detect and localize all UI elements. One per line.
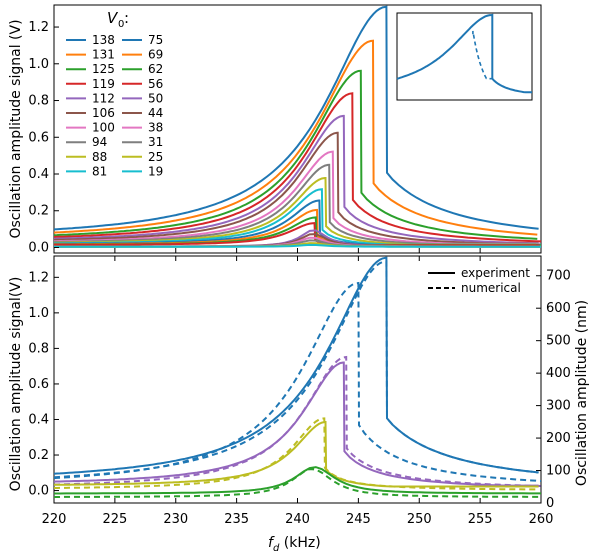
legend-label-31: 31 xyxy=(148,135,163,149)
legend-label-50: 50 xyxy=(148,91,163,105)
top-y-tick-label: 0.2 xyxy=(28,204,49,219)
x-axis-label-unit: (kHz) xyxy=(279,535,320,551)
legend-label-88: 88 xyxy=(92,150,107,164)
top-series-line-112 xyxy=(53,114,539,245)
legend-label-56: 56 xyxy=(148,77,163,91)
bottom-right-y-tick-label: 0 xyxy=(546,496,554,511)
legend-label-69: 69 xyxy=(148,48,163,62)
svg-text:fd (kHz): fd (kHz) xyxy=(268,535,321,554)
bottom-right-y-tick-label: 700 xyxy=(546,269,571,284)
bottom-y-tick-label: 0.6 xyxy=(28,377,49,392)
bottom-series-line xyxy=(53,260,539,479)
bottom-right-y-axis-label: Oscillation amplitude (nm) xyxy=(574,300,590,486)
bottom-right-y-tick-label: 600 xyxy=(546,301,571,316)
top-series-line-100 xyxy=(53,150,540,245)
legend-label-81: 81 xyxy=(92,164,107,178)
bottom-y-tick-label: 0.0 xyxy=(28,484,49,499)
legend-numerical-label: numerical xyxy=(461,281,521,295)
top-y-tick-label: 0.4 xyxy=(28,167,49,182)
bottom-series-line xyxy=(54,466,541,495)
top-series-line-131 xyxy=(53,39,538,236)
bottom-right-y-tick-label: 200 xyxy=(546,431,571,446)
bottom-x-ticks: 220 225 230 235 240 245 250 255 260 xyxy=(42,256,554,527)
top-series-line-106 xyxy=(53,131,539,245)
bottom-series-group xyxy=(53,256,542,498)
bottom-x-tick-label: 250 xyxy=(407,512,432,527)
legend-title-colon: : xyxy=(124,9,129,27)
bottom-x-tick-label: 225 xyxy=(102,512,127,527)
top-y-tick-label: 1.2 xyxy=(28,20,49,35)
x-axis-label: fd (kHz) xyxy=(268,535,321,554)
bottom-y-ticks: 0.0 0.2 0.4 0.6 0.8 1.0 1.2 xyxy=(28,270,59,499)
bottom-x-tick-label: 245 xyxy=(346,512,371,527)
legend-label-44: 44 xyxy=(148,106,163,120)
inset-solid-curve xyxy=(396,13,532,94)
bottom-series-line xyxy=(53,256,539,475)
top-series-line-119 xyxy=(53,92,542,243)
bottom-x-tick-label: 260 xyxy=(529,512,554,527)
legend-label-112: 112 xyxy=(92,91,115,105)
legend-experiment-label: experiment xyxy=(461,266,530,280)
bottom-legend: experiment numerical xyxy=(428,266,530,295)
top-legend: V 0 : 1381311251191121061009488817569625… xyxy=(66,9,163,178)
bottom-y-tick-label: 0.4 xyxy=(28,412,49,427)
bottom-right-y-tick-label: 400 xyxy=(546,366,571,381)
bottom-y-tick-label: 1.0 xyxy=(28,306,49,321)
bottom-right-y-tick-label: 100 xyxy=(546,464,571,479)
bottom-series-line xyxy=(54,417,538,491)
legend-label-106: 106 xyxy=(92,106,115,120)
legend-label-25: 25 xyxy=(148,150,163,164)
inset-frame xyxy=(396,12,533,101)
top-series-line-125 xyxy=(53,69,538,240)
legend-title-subscript: 0 xyxy=(118,19,124,30)
bottom-series-line xyxy=(53,281,542,482)
legend-label-62: 62 xyxy=(148,62,163,76)
bottom-series-line xyxy=(53,361,539,487)
top-y-axis-label: Oscillation amplitude signal (V) xyxy=(8,19,24,238)
top-series-line-19 xyxy=(54,243,541,248)
top-series-group xyxy=(53,5,542,248)
bottom-right-y-tick-label: 500 xyxy=(546,334,571,349)
x-axis-label-subscript: d xyxy=(273,543,280,554)
legend-label-75: 75 xyxy=(148,33,163,47)
top-y-tick-label: 0.0 xyxy=(28,240,49,255)
top-y-tick-label: 0.8 xyxy=(28,94,49,109)
inset-plot xyxy=(396,12,533,101)
top-y-tick-label: 0.6 xyxy=(28,130,49,145)
bottom-series-line xyxy=(53,355,542,487)
legend-title: V xyxy=(107,9,119,27)
bottom-y-tick-label: 0.8 xyxy=(28,341,49,356)
bottom-right-y-tick-label: 300 xyxy=(546,399,571,414)
bottom-x-tick-label: 255 xyxy=(468,512,493,527)
legend-label-131: 131 xyxy=(92,48,115,62)
top-y-ticks: 0.0 0.2 0.4 0.6 0.8 1.0 1.2 xyxy=(28,20,59,255)
bottom-y-tick-label: 1.2 xyxy=(28,270,49,285)
legend-label-19: 19 xyxy=(148,164,163,178)
legend-label-100: 100 xyxy=(92,121,115,135)
bottom-y-tick-label: 0.2 xyxy=(28,448,49,463)
x-axis-label-f: f xyxy=(268,535,275,551)
bottom-y-axis-label: Oscillation amplitude signal(V) xyxy=(8,277,24,492)
bottom-right-y-ticks: 0 100 200 300 400 500 600 700 xyxy=(536,269,571,511)
bottom-x-tick-label: 220 xyxy=(42,512,67,527)
top-y-tick-label: 1.0 xyxy=(28,57,49,72)
bottom-x-tick-label: 230 xyxy=(163,512,188,527)
bottom-series-line xyxy=(54,468,541,498)
top-panel: 0.0 0.2 0.4 0.6 0.8 1.0 1.2 Oscillation amplit… xyxy=(8,4,542,255)
top-x-ticks xyxy=(53,248,542,253)
legend-label-119: 119 xyxy=(92,77,115,91)
legend-label-125: 125 xyxy=(92,62,115,76)
bottom-x-tick-label: 235 xyxy=(224,512,249,527)
legend-label-138: 138 xyxy=(92,33,115,47)
top-series-line-138 xyxy=(53,5,539,231)
bottom-x-tick-label: 240 xyxy=(285,512,310,527)
bottom-panel: 0.0 0.2 0.4 0.6 0.8 1.0 1.2 0 100 200 300 400 500 60… xyxy=(8,255,590,527)
legend-label-94: 94 xyxy=(92,135,107,149)
legend-label-38: 38 xyxy=(148,121,163,135)
